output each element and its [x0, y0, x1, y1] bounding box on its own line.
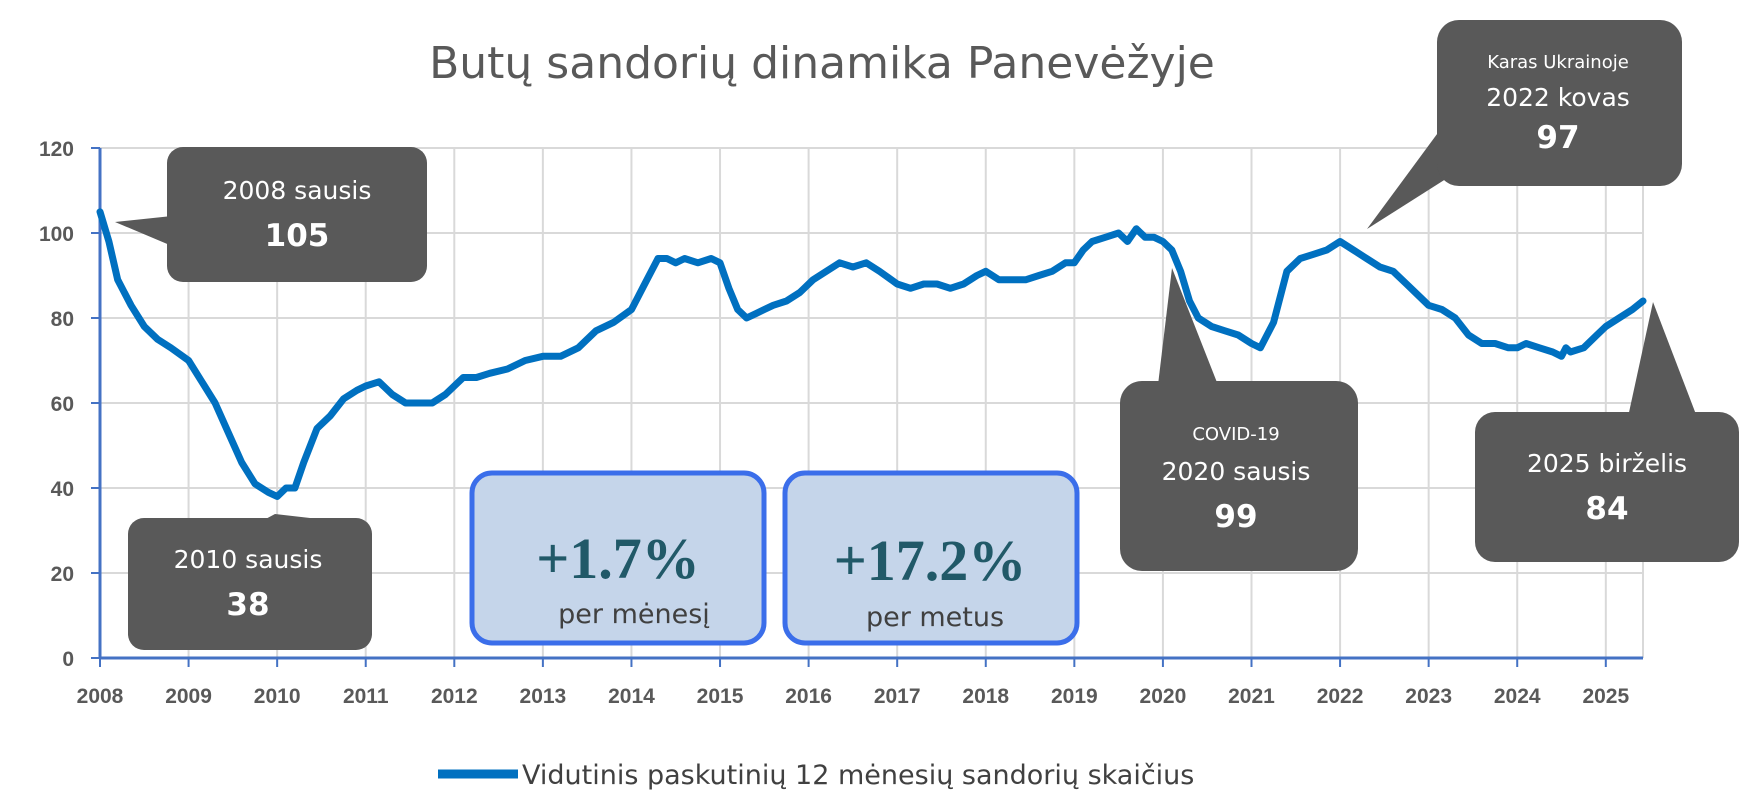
callout-2008-box: [167, 147, 427, 282]
x-tick-label: 2022: [1317, 685, 1364, 708]
y-tick-label: 0: [62, 648, 74, 671]
y-tick-label: 20: [51, 563, 74, 586]
callout-2010-label: 2010 sausis: [174, 545, 323, 574]
chart-title: Butų sandorių dinamika Panevėžyje: [429, 38, 1215, 89]
x-tick-label: 2011: [343, 685, 389, 708]
legend-label: Vidutinis paskutinių 12 mėnesių sandorių…: [522, 760, 1194, 791]
callout-2025: 2025 birželis 84: [1475, 302, 1739, 562]
y-tick-label: 40: [51, 478, 74, 501]
x-tick-label: 2014: [608, 685, 655, 708]
callout-2025-pointer: [1628, 302, 1697, 417]
callout-2020: COVID-19 2020 sausis 99: [1120, 268, 1358, 571]
x-tick-label: 2024: [1494, 685, 1541, 708]
kpi-yearly-box: [782, 470, 1080, 646]
kpi-monthly-label: per mėnesį: [558, 599, 710, 630]
kpi-monthly-box: [469, 470, 767, 646]
x-tick-label: 2016: [785, 685, 832, 708]
callout-2022-small: Karas Ukrainoje: [1487, 52, 1629, 73]
callout-2022-box: [1437, 20, 1682, 186]
x-tick-label: 2015: [697, 685, 744, 708]
callout-2008-pointer: [115, 216, 172, 246]
callout-2025-box: [1475, 412, 1739, 562]
callout-2010-box: [128, 518, 372, 650]
x-tick-label: 2010: [254, 685, 301, 708]
callout-2020-pointer: [1158, 268, 1218, 385]
callout-2010-value: 38: [226, 587, 269, 623]
x-tick-label: 2017: [874, 685, 921, 708]
callout-2020-value: 99: [1214, 499, 1257, 535]
kpi-yearly: +17.2% per metus: [782, 470, 1080, 646]
kpi-monthly: +1.7% per mėnesį: [469, 470, 767, 646]
kpi-monthly-value: +1.7%: [536, 526, 700, 591]
callout-2022-value: 97: [1536, 120, 1579, 156]
y-tick-label: 60: [51, 393, 74, 416]
callout-2025-label: 2025 birželis: [1527, 449, 1687, 478]
y-tick-labels: 0 20 40 60 80 100 120: [39, 138, 74, 671]
x-tick-label: 2020: [1140, 685, 1187, 708]
x-tick-label: 2019: [1051, 685, 1098, 708]
x-tick-label: 2012: [431, 685, 478, 708]
callout-2020-label: 2020 sausis: [1162, 457, 1311, 486]
callout-2008-label: 2008 sausis: [223, 176, 372, 205]
callout-2020-small: COVID-19: [1192, 424, 1279, 445]
y-tick-label: 80: [51, 308, 74, 331]
kpi-yearly-label: per metus: [866, 602, 1004, 633]
x-tick-label: 2025: [1582, 685, 1629, 708]
callout-2022: Karas Ukrainoje 2022 kovas 97: [1367, 20, 1682, 229]
y-tick-label: 120: [39, 138, 74, 161]
x-tick-label: 2023: [1405, 685, 1452, 708]
callout-2008-value: 105: [265, 218, 330, 254]
callout-2022-label: 2022 kovas: [1486, 83, 1630, 112]
callout-2025-value: 84: [1585, 491, 1628, 527]
axes: [91, 147, 1643, 667]
x-tick-label: 2013: [520, 685, 567, 708]
series-line: [96, 208, 1647, 500]
x-tick-label: 2021: [1228, 685, 1275, 708]
series: [96, 208, 1647, 500]
kpi-yearly-value: +17.2%: [834, 528, 1027, 593]
legend: Vidutinis paskutinių 12 mėnesių sandorių…: [438, 760, 1194, 791]
x-tick-label: 2018: [962, 685, 1009, 708]
x-tick-label: 2008: [77, 685, 124, 708]
x-tick-label: 2009: [165, 685, 212, 708]
callout-2022-pointer: [1367, 130, 1460, 229]
y-tick-label: 100: [39, 223, 74, 246]
callout-2010: 2010 sausis 38: [128, 514, 372, 650]
callout-2020-box: [1120, 381, 1358, 571]
callout-2008: 2008 sausis 105: [115, 147, 427, 282]
x-tick-labels: 2008 2009 2010 2011 2012 2013 2014 2015 2016 2017…: [77, 685, 1630, 708]
